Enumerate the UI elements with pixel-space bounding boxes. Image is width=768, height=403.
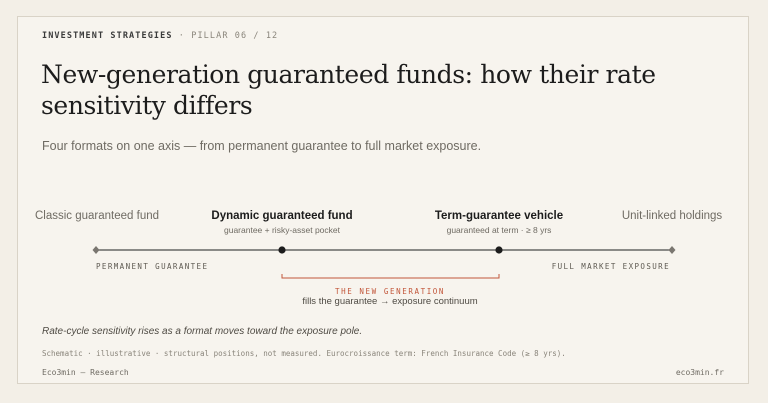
exposure-axis: [92, 246, 676, 279]
new-generation-bracket: [281, 274, 500, 279]
new-generation-description: fills the guarantee → exposure continuum: [302, 296, 478, 307]
format-detail-dynamic: guarantee + risky-asset pocket: [224, 225, 340, 235]
format-detail-term: guaranteed at term · ≥ 8 yrs: [446, 225, 552, 235]
eyebrow: INVESTMENT STRATEGIES · PILLAR 06 / 12: [42, 31, 278, 41]
format-label-unit-linked: Unit-linked holdings: [621, 210, 723, 222]
pole-marker-right: [668, 246, 676, 254]
eyebrow-separator: ·: [178, 31, 186, 41]
format-label-term: Term-guarantee vehicle: [434, 210, 564, 222]
pole-label-left: PERMANENT GUARANTEE: [96, 262, 209, 271]
pole-marker-left: [92, 246, 100, 254]
footer-source: Eco3min — Research: [42, 368, 129, 377]
page-title: New-generation guaranteed funds: how the…: [41, 60, 656, 120]
format-label-dynamic: Dynamic guaranteed fund: [211, 210, 353, 222]
new-generation-title: THE NEW GENERATION: [334, 287, 446, 296]
footer-url: eco3min.fr: [675, 368, 724, 377]
node-dynamic-guaranteed: [278, 246, 286, 254]
infographic-card: INVESTMENT STRATEGIES · PILLAR 06 / 12 N…: [17, 16, 749, 384]
eyebrow-category: INVESTMENT STRATEGIES: [42, 31, 173, 41]
methodology-note: Schematic · illustrative · structural po…: [42, 349, 566, 358]
page-subtitle: Four formats on one axis — from permanen…: [42, 139, 482, 153]
pole-label-right: FULL MARKET EXPOSURE: [551, 262, 670, 271]
node-term-guarantee: [495, 246, 503, 254]
format-label-classic: Classic guaranteed fund: [34, 210, 160, 222]
eyebrow-pillar: PILLAR 06 / 12: [191, 31, 279, 41]
caption: Rate-cycle sensitivity rises as a format…: [42, 326, 363, 337]
